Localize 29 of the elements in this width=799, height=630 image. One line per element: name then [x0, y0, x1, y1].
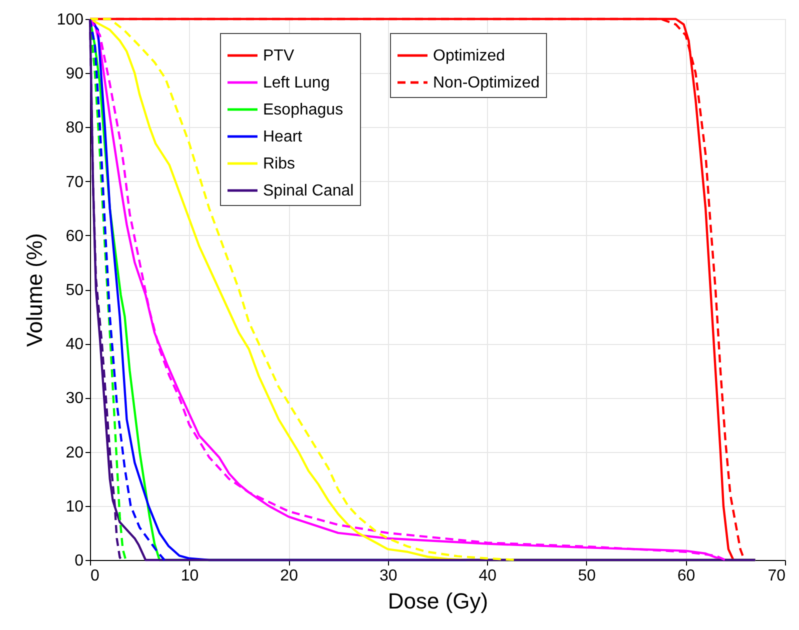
x-tick-label: 20 [280, 568, 298, 584]
y-axis-title: Volume (%) [22, 233, 47, 347]
y-tick-label: 0 [74, 552, 84, 570]
x-tick-label: 40 [478, 568, 497, 584]
legend-label: Spinal Canal [263, 182, 354, 200]
x-tick-label: 10 [180, 568, 199, 584]
x-tick-label: 70 [768, 568, 786, 584]
legend-label: Left Lung [263, 74, 330, 92]
x-tick-label: 50 [578, 568, 596, 584]
y-tick-label: 20 [66, 444, 84, 462]
annotation: Non-Optimized [433, 74, 540, 92]
legend-label: PTV [263, 48, 294, 64]
y-tick-label: 40 [66, 336, 84, 354]
legend-label: Esophagus [263, 102, 344, 118]
x-axis-title: Dose (Gy) [388, 588, 488, 614]
x-tick-label: 60 [677, 568, 696, 584]
annotation: Optimized [433, 48, 506, 64]
y-tick-label: 70 [66, 174, 84, 191]
y-tick-label: 60 [66, 228, 84, 245]
legend-label: Ribs [263, 156, 296, 172]
y-tick-label: 90 [66, 66, 84, 83]
x-tick-label: 30 [379, 568, 398, 584]
x-tick-label: 0 [90, 568, 100, 584]
y-tick-label: 80 [66, 120, 84, 137]
y-tick-label: 30 [66, 390, 84, 408]
y-tick-label: 100 [56, 12, 84, 28]
y-tick-label: 10 [66, 498, 84, 516]
legend-label: Heart [263, 128, 303, 146]
y-tick-label: 50 [66, 282, 84, 299]
